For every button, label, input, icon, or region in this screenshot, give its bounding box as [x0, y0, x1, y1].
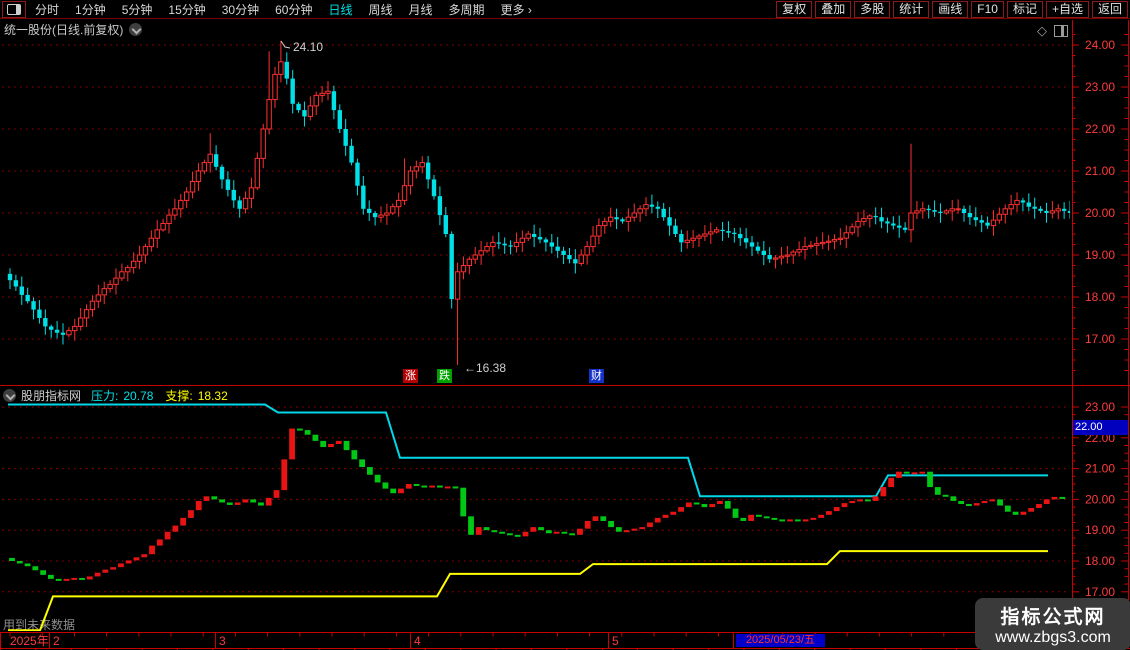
axis-label: 24.10	[293, 40, 323, 54]
resistance-line	[8, 403, 1048, 498]
axis-label: ←16.38	[464, 361, 506, 375]
axis-label: 19.00	[1085, 523, 1115, 537]
axis-label: 20.00	[1085, 206, 1115, 220]
menu-item-日线[interactable]: 日线	[328, 3, 353, 17]
menu-button-返回[interactable]: 返回	[1091, 1, 1128, 18]
timeline: 2025年 2 3 4 5	[0, 633, 1099, 650]
indicator-candles	[9, 428, 1066, 581]
window-split-icon	[7, 4, 21, 15]
menu-item-1分钟[interactable]: 1分钟	[75, 3, 106, 17]
axis-label: 19.00	[1085, 248, 1115, 262]
indicator-lines	[8, 403, 1048, 631]
menu-item-更多 ›[interactable]: 更多 ›	[500, 3, 532, 17]
axis-label: 21.00	[1085, 462, 1115, 476]
menu-item-5分钟[interactable]: 5分钟	[121, 3, 153, 17]
watermark-url: www.zbgs3.com	[995, 629, 1111, 646]
axis-label: 2025年	[10, 634, 49, 648]
menu-item-60分钟[interactable]: 60分钟	[275, 3, 313, 17]
axis-label: 22.00	[1085, 122, 1115, 136]
axis-label: 18.00	[1085, 290, 1115, 304]
chart-titlebar: 统一股份(日线.前复权)	[4, 21, 143, 38]
main-candles	[7, 40, 1070, 366]
menu-button-画线[interactable]: 画线	[932, 1, 969, 18]
axis-label: 23.00	[1085, 80, 1115, 94]
axis-label: 5	[612, 634, 619, 648]
watermark: 指标公式网 www.zbgs3.com	[975, 598, 1130, 650]
axis-label: 23.00	[1085, 400, 1115, 414]
menu-button-统计[interactable]: 统计	[893, 1, 930, 18]
main-grid: 24.00 23.00 22.00 21.00 20.00 19.00 18.00 17.00	[2, 38, 1115, 346]
period-menu: 分时 1分钟 5分钟 15分钟 30分钟 60分钟 日线 周线 月线 多周期 更多 ›	[35, 1, 532, 18]
support-label: 支撑:	[165, 389, 193, 403]
support-line	[8, 550, 1048, 631]
annotations: 24.10 ←16.38	[280, 40, 506, 375]
axis-label: 18.00	[1085, 554, 1115, 568]
menu-button-标记[interactable]: 标记	[1006, 1, 1043, 18]
indicator-name: 股朋指标网	[21, 389, 82, 403]
menu-item-周线[interactable]: 周线	[368, 3, 393, 17]
axis-label: 4	[414, 634, 421, 648]
menu-item-月线[interactable]: 月线	[408, 3, 433, 17]
menu-item-分时[interactable]: 分时	[35, 3, 60, 17]
support-value: 18.32	[197, 388, 228, 403]
chevron-down-icon[interactable]	[129, 23, 143, 36]
top-menubar: 分时 1分钟 5分钟 15分钟 30分钟 60分钟 日线 周线 月线 多周期 更多 › 复权 叠加 多股…	[0, 0, 1130, 19]
diamond-icon[interactable]: ◇	[1037, 23, 1047, 38]
current-price-tag: 22.00	[1073, 420, 1128, 435]
watermark-title: 指标公式网	[1000, 607, 1106, 628]
menu-button-复权[interactable]: 复权	[776, 1, 813, 18]
info-badge[interactable]: 财	[589, 369, 604, 383]
menu-item-15分钟[interactable]: 15分钟	[168, 3, 206, 17]
split-view-icon[interactable]	[1054, 25, 1068, 37]
chart-title: 统一股份(日线.前复权)	[4, 23, 124, 37]
axis-label: 24.00	[1085, 38, 1115, 52]
pressure-label: 压力:	[91, 389, 119, 403]
chevron-down-icon[interactable]	[3, 389, 16, 402]
axis-label: 3	[219, 634, 226, 648]
layout-icon[interactable]	[2, 1, 26, 18]
pressure-value: 20.78	[123, 388, 154, 403]
axis-label: 17.00	[1085, 585, 1115, 599]
menu-item-30分钟[interactable]: 30分钟	[221, 3, 260, 17]
indicator-header: 股朋指标网 压力: 20.78 支撑: 18.32	[3, 387, 228, 404]
frame-lines	[0, 18, 1130, 650]
menu-button-+自选[interactable]: +自选	[1045, 1, 1089, 18]
chart-corner-icons: ◇	[1037, 23, 1068, 39]
menu-button-多股[interactable]: 多股	[854, 1, 891, 18]
axis-label: 20.00	[1085, 492, 1115, 506]
info-badge[interactable]: 涨	[403, 369, 418, 383]
axis-label: 17.00	[1085, 332, 1115, 346]
menu-item-多周期[interactable]: 多周期	[448, 3, 485, 17]
menu-button-F10[interactable]: F10	[971, 1, 1004, 18]
future-data-note: 用到未来数据	[3, 618, 76, 632]
axis-label: 21.00	[1085, 164, 1115, 178]
selected-date-box: 2025/05/23/五	[736, 634, 825, 647]
info-badge[interactable]: 跌	[437, 369, 452, 383]
menu-button-叠加[interactable]: 叠加	[815, 1, 852, 18]
tool-menu: 复权 叠加 多股 统计 画线 F10 标记 +自选 返回	[776, 1, 1128, 18]
axis-label: 2	[53, 634, 60, 648]
axis-ticks	[1072, 34, 1128, 624]
